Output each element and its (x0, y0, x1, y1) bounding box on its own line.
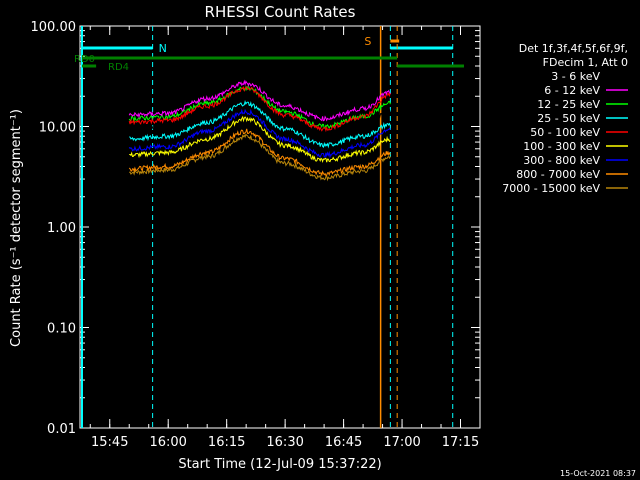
y-tick-label: 100.00 (31, 20, 77, 35)
annotation-label: RD4 (108, 62, 129, 73)
x-tick-label: 16:30 (266, 435, 303, 450)
x-tick-label: 17:00 (383, 435, 420, 450)
x-tick-label: 17:15 (442, 435, 479, 450)
series-line (129, 99, 391, 149)
legend-entry-label: 100 - 300 keV (523, 140, 600, 153)
chart-title: RHESSI Count Rates (205, 3, 356, 21)
annotation-label: S (364, 35, 371, 48)
series-line (128, 108, 391, 159)
series-line (128, 128, 391, 177)
legend-entry-label: 300 - 800 keV (523, 154, 600, 167)
x-tick-label: 16:00 (149, 435, 186, 450)
x-tick-label: 15:45 (91, 435, 128, 450)
x-tick-label: 16:15 (208, 435, 245, 450)
y-tick-label: 1.00 (47, 221, 76, 236)
legend-entry-label: 12 - 25 keV (537, 98, 600, 111)
series-line (128, 86, 391, 133)
x-tick-label: 16:45 (325, 435, 362, 450)
y-tick-label: 0.10 (47, 322, 76, 337)
legend: Det 1f,3f,4f,5f,6f,9f,FDecim 1, Att 03 -… (502, 42, 628, 195)
legend-entry-label: 3 - 6 keV (551, 70, 600, 83)
y-tick-label: 10.00 (39, 121, 76, 136)
series-line (129, 115, 391, 163)
annotation-label: RD0 (74, 54, 95, 65)
legend-header: FDecim 1, Att 0 (543, 56, 628, 69)
annotation-label: N (159, 42, 167, 55)
plot-axes: 0.01 0.10 1.00 10.00 100.00 15:45 16:00 16:15 16… (31, 20, 481, 450)
y-tick-label: 0.01 (47, 422, 76, 437)
series-layer (128, 79, 391, 182)
legend-entry-label: 25 - 50 keV (537, 112, 600, 125)
legend-entry-label: 7000 - 15000 keV (502, 182, 600, 195)
series-line (128, 133, 391, 182)
series-line (128, 90, 391, 137)
y-axis-label: Count Rate (s⁻¹ detector segment⁻¹) (9, 109, 24, 347)
legend-entry-label: 50 - 100 keV (530, 126, 600, 139)
x-axis-label: Start Time (12-Jul-09 15:37:22) (178, 457, 381, 472)
legend-header: Det 1f,3f,4f,5f,6f,9f, (519, 42, 628, 55)
footer-timestamp: 15-Oct-2021 08:37 (560, 469, 636, 478)
legend-entry-label: 6 - 12 keV (544, 84, 600, 97)
legend-entry-label: 800 - 7000 keV (516, 168, 600, 181)
series-line (128, 79, 391, 122)
